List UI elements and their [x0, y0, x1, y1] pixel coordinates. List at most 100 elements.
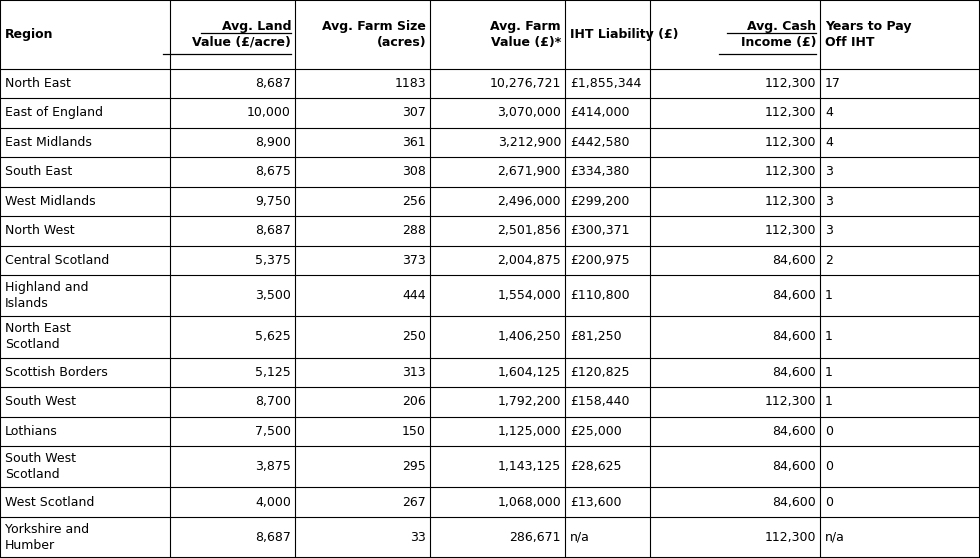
- Text: Central Scotland: Central Scotland: [5, 254, 109, 267]
- Text: 0: 0: [825, 460, 833, 473]
- Text: 17: 17: [825, 77, 841, 90]
- Text: £200,975: £200,975: [570, 254, 629, 267]
- Text: 295: 295: [402, 460, 426, 473]
- Text: Highland and
Islands: Highland and Islands: [5, 281, 88, 310]
- Text: 84,600: 84,600: [772, 254, 816, 267]
- Text: 84,600: 84,600: [772, 425, 816, 438]
- Text: Years to Pay
Off IHT: Years to Pay Off IHT: [825, 20, 911, 49]
- Text: £442,580: £442,580: [570, 136, 629, 149]
- Text: 8,687: 8,687: [255, 77, 291, 90]
- Text: 286,671: 286,671: [510, 531, 561, 544]
- Text: 150: 150: [402, 425, 426, 438]
- Text: 2,496,000: 2,496,000: [498, 195, 561, 208]
- Text: 1,068,000: 1,068,000: [497, 496, 561, 508]
- Text: South West: South West: [5, 395, 76, 408]
- Text: 3,875: 3,875: [255, 460, 291, 473]
- Text: £110,800: £110,800: [570, 289, 629, 302]
- Text: Avg. Farm
Value (£)*: Avg. Farm Value (£)*: [490, 20, 561, 49]
- Text: Region: Region: [5, 28, 54, 41]
- Text: 8,675: 8,675: [255, 165, 291, 179]
- Text: 112,300: 112,300: [764, 395, 816, 408]
- Text: n/a: n/a: [570, 531, 590, 544]
- Text: West Scotland: West Scotland: [5, 496, 94, 508]
- Text: 1: 1: [825, 289, 833, 302]
- Text: 5,125: 5,125: [255, 366, 291, 379]
- Text: £120,825: £120,825: [570, 366, 629, 379]
- Text: 8,687: 8,687: [255, 531, 291, 544]
- Text: 112,300: 112,300: [764, 136, 816, 149]
- Text: South East: South East: [5, 165, 73, 179]
- Text: £300,371: £300,371: [570, 224, 629, 237]
- Text: 308: 308: [402, 165, 426, 179]
- Text: £81,250: £81,250: [570, 330, 621, 344]
- Text: 2: 2: [825, 254, 833, 267]
- Text: 5,375: 5,375: [255, 254, 291, 267]
- Text: £1,855,344: £1,855,344: [570, 77, 641, 90]
- Text: 112,300: 112,300: [764, 77, 816, 90]
- Text: 112,300: 112,300: [764, 107, 816, 119]
- Text: 1: 1: [825, 366, 833, 379]
- Text: 4: 4: [825, 136, 833, 149]
- Text: Yorkshire and
Humber: Yorkshire and Humber: [5, 523, 89, 552]
- Text: 84,600: 84,600: [772, 496, 816, 508]
- Text: Avg. Farm Size
(acres): Avg. Farm Size (acres): [322, 20, 426, 49]
- Text: £414,000: £414,000: [570, 107, 629, 119]
- Text: East of England: East of England: [5, 107, 103, 119]
- Text: 1,792,200: 1,792,200: [498, 395, 561, 408]
- Text: Avg. Land
Value (£/acre): Avg. Land Value (£/acre): [192, 20, 291, 49]
- Text: Lothians: Lothians: [5, 425, 58, 438]
- Text: 8,687: 8,687: [255, 224, 291, 237]
- Text: 3: 3: [825, 195, 833, 208]
- Text: 1,143,125: 1,143,125: [498, 460, 561, 473]
- Text: 1: 1: [825, 395, 833, 408]
- Text: n/a: n/a: [825, 531, 845, 544]
- Text: 0: 0: [825, 496, 833, 508]
- Text: 8,900: 8,900: [255, 136, 291, 149]
- Text: 2,004,875: 2,004,875: [497, 254, 561, 267]
- Text: 2,501,856: 2,501,856: [498, 224, 561, 237]
- Text: Avg. Cash
Income (£): Avg. Cash Income (£): [741, 20, 816, 49]
- Text: 84,600: 84,600: [772, 330, 816, 344]
- Text: 1: 1: [825, 330, 833, 344]
- Text: 267: 267: [402, 496, 426, 508]
- Text: 9,750: 9,750: [255, 195, 291, 208]
- Text: £334,380: £334,380: [570, 165, 629, 179]
- Text: North East
Scotland: North East Scotland: [5, 323, 71, 352]
- Text: 112,300: 112,300: [764, 195, 816, 208]
- Text: 206: 206: [402, 395, 426, 408]
- Text: IHT Liability (£): IHT Liability (£): [570, 28, 678, 41]
- Text: 3: 3: [825, 224, 833, 237]
- Text: £13,600: £13,600: [570, 496, 621, 508]
- Text: 307: 307: [402, 107, 426, 119]
- Text: West Midlands: West Midlands: [5, 195, 96, 208]
- Text: 112,300: 112,300: [764, 165, 816, 179]
- Text: North East: North East: [5, 77, 71, 90]
- Text: 0: 0: [825, 425, 833, 438]
- Text: 112,300: 112,300: [764, 531, 816, 544]
- Text: 10,276,721: 10,276,721: [490, 77, 561, 90]
- Text: 288: 288: [402, 224, 426, 237]
- Text: 313: 313: [403, 366, 426, 379]
- Text: 4,000: 4,000: [255, 496, 291, 508]
- Text: 3,212,900: 3,212,900: [498, 136, 561, 149]
- Text: £158,440: £158,440: [570, 395, 629, 408]
- Text: 84,600: 84,600: [772, 289, 816, 302]
- Text: 7,500: 7,500: [255, 425, 291, 438]
- Text: 4: 4: [825, 107, 833, 119]
- Text: 1,406,250: 1,406,250: [498, 330, 561, 344]
- Text: £25,000: £25,000: [570, 425, 621, 438]
- Text: 361: 361: [403, 136, 426, 149]
- Text: 256: 256: [402, 195, 426, 208]
- Text: 1183: 1183: [394, 77, 426, 90]
- Text: £28,625: £28,625: [570, 460, 621, 473]
- Text: 3: 3: [825, 165, 833, 179]
- Text: 2,671,900: 2,671,900: [498, 165, 561, 179]
- Text: East Midlands: East Midlands: [5, 136, 92, 149]
- Text: 1,554,000: 1,554,000: [497, 289, 561, 302]
- Text: 1,604,125: 1,604,125: [498, 366, 561, 379]
- Text: 8,700: 8,700: [255, 395, 291, 408]
- Text: 373: 373: [402, 254, 426, 267]
- Text: 84,600: 84,600: [772, 366, 816, 379]
- Text: £299,200: £299,200: [570, 195, 629, 208]
- Text: 112,300: 112,300: [764, 224, 816, 237]
